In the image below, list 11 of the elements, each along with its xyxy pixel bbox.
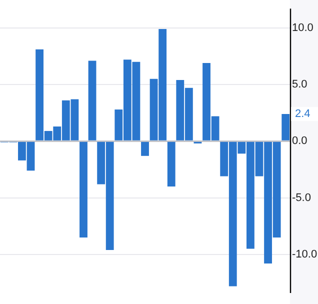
annotation: 2.4 <box>295 108 310 120</box>
bar <box>141 142 149 156</box>
y-tick-label: -5.0 <box>292 192 311 204</box>
bar <box>80 142 88 238</box>
y-tick-label: -10.0 <box>292 248 318 261</box>
y-tick-label: 10.0 <box>292 22 314 34</box>
bar <box>88 60 96 140</box>
bar <box>282 114 290 140</box>
bar <box>167 142 176 186</box>
y-tick-label: 5.0 <box>292 78 308 91</box>
y-tick-label: 0.0 <box>292 135 308 148</box>
